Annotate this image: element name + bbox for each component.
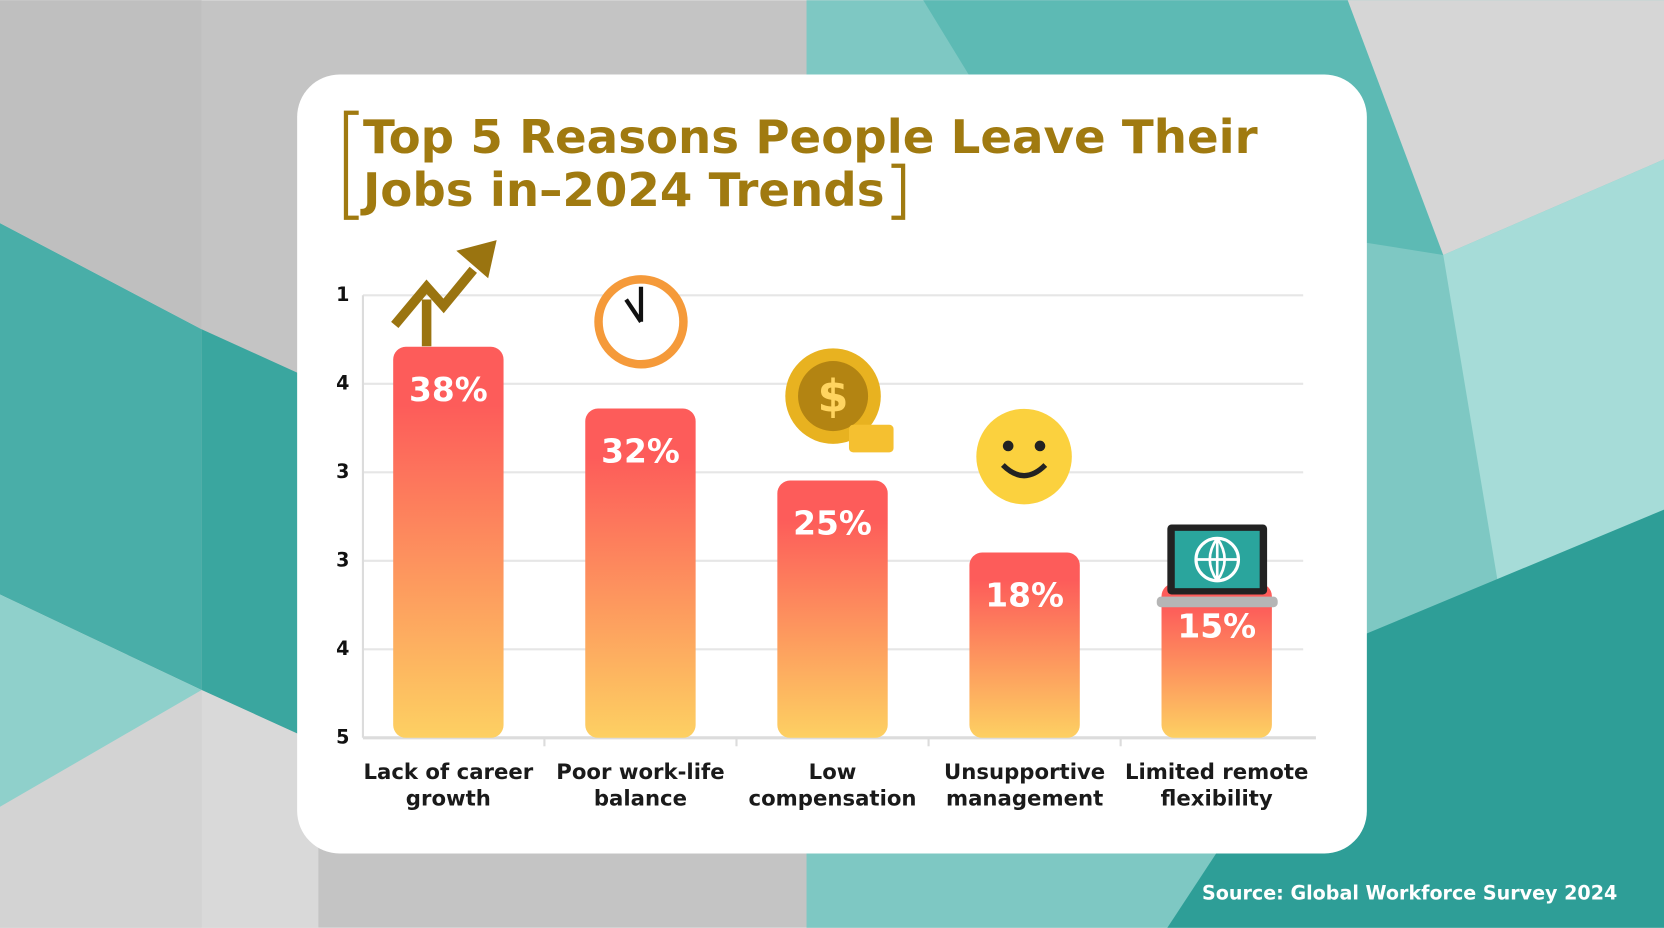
y-tick-label: 3 xyxy=(336,548,349,571)
bar xyxy=(777,480,888,738)
y-tick-label: 5 xyxy=(336,725,349,748)
smiley-icon xyxy=(1034,440,1046,452)
x-label-box: Limited remote flexibility xyxy=(1124,759,1309,812)
bar xyxy=(1161,583,1272,738)
x-label-box: Low compensation xyxy=(748,759,917,812)
title-bracket xyxy=(343,110,359,220)
laptop-icon xyxy=(1196,537,1239,582)
growth-arrow-icon xyxy=(391,266,477,347)
smiley-icon xyxy=(976,408,1072,505)
coin-icon xyxy=(848,424,894,453)
x-tick-label: Poor work-life balance xyxy=(556,759,725,812)
x-tick-label: Lack of career growth xyxy=(363,759,534,812)
coin-icon xyxy=(798,361,869,432)
plot-area: 5 4 3 3 4 1 38% Lack of career growth 32% Poor wo… xyxy=(336,283,1316,812)
value-label: 38% xyxy=(409,370,488,409)
x-label-box: Lack of career growth xyxy=(363,759,534,812)
x-tick-label: Limited remote flexibility xyxy=(1124,759,1309,812)
clock-icon xyxy=(624,286,644,323)
source-note: Source: Global Workforce Survey 2024 xyxy=(1202,881,1617,904)
growth-arrow-icon xyxy=(456,240,497,279)
y-tick-label: 1 xyxy=(336,283,349,306)
smiley-icon xyxy=(1002,440,1014,452)
value-label: 15% xyxy=(1177,606,1256,645)
value-label: 18% xyxy=(985,576,1064,615)
bar xyxy=(585,408,696,738)
x-label-box: Unsupportive management xyxy=(944,759,1106,812)
value-label: 32% xyxy=(601,432,680,471)
y-tick-label: 4 xyxy=(336,637,349,660)
icons: $ xyxy=(391,240,1278,608)
y-tick-label: 4 xyxy=(336,371,349,394)
x-tick-label: Low compensation xyxy=(748,759,917,812)
bar xyxy=(969,552,1080,738)
coin-icon: $ xyxy=(818,370,849,422)
card xyxy=(297,74,1367,854)
x-label-box: Poor work-life balance xyxy=(556,759,725,812)
smiley-icon xyxy=(1000,463,1048,479)
y-tick-label: 3 xyxy=(336,460,349,483)
laptop-icon xyxy=(1156,596,1278,608)
bar xyxy=(393,346,504,738)
chart-title: Jobs in–2024 Trends xyxy=(360,164,885,218)
title-bracket xyxy=(891,163,906,220)
value-label: 25% xyxy=(793,504,872,543)
chart-title: Top 5 Reasons People Leave Their xyxy=(363,111,1258,165)
x-tick-label: Unsupportive management xyxy=(944,759,1106,812)
